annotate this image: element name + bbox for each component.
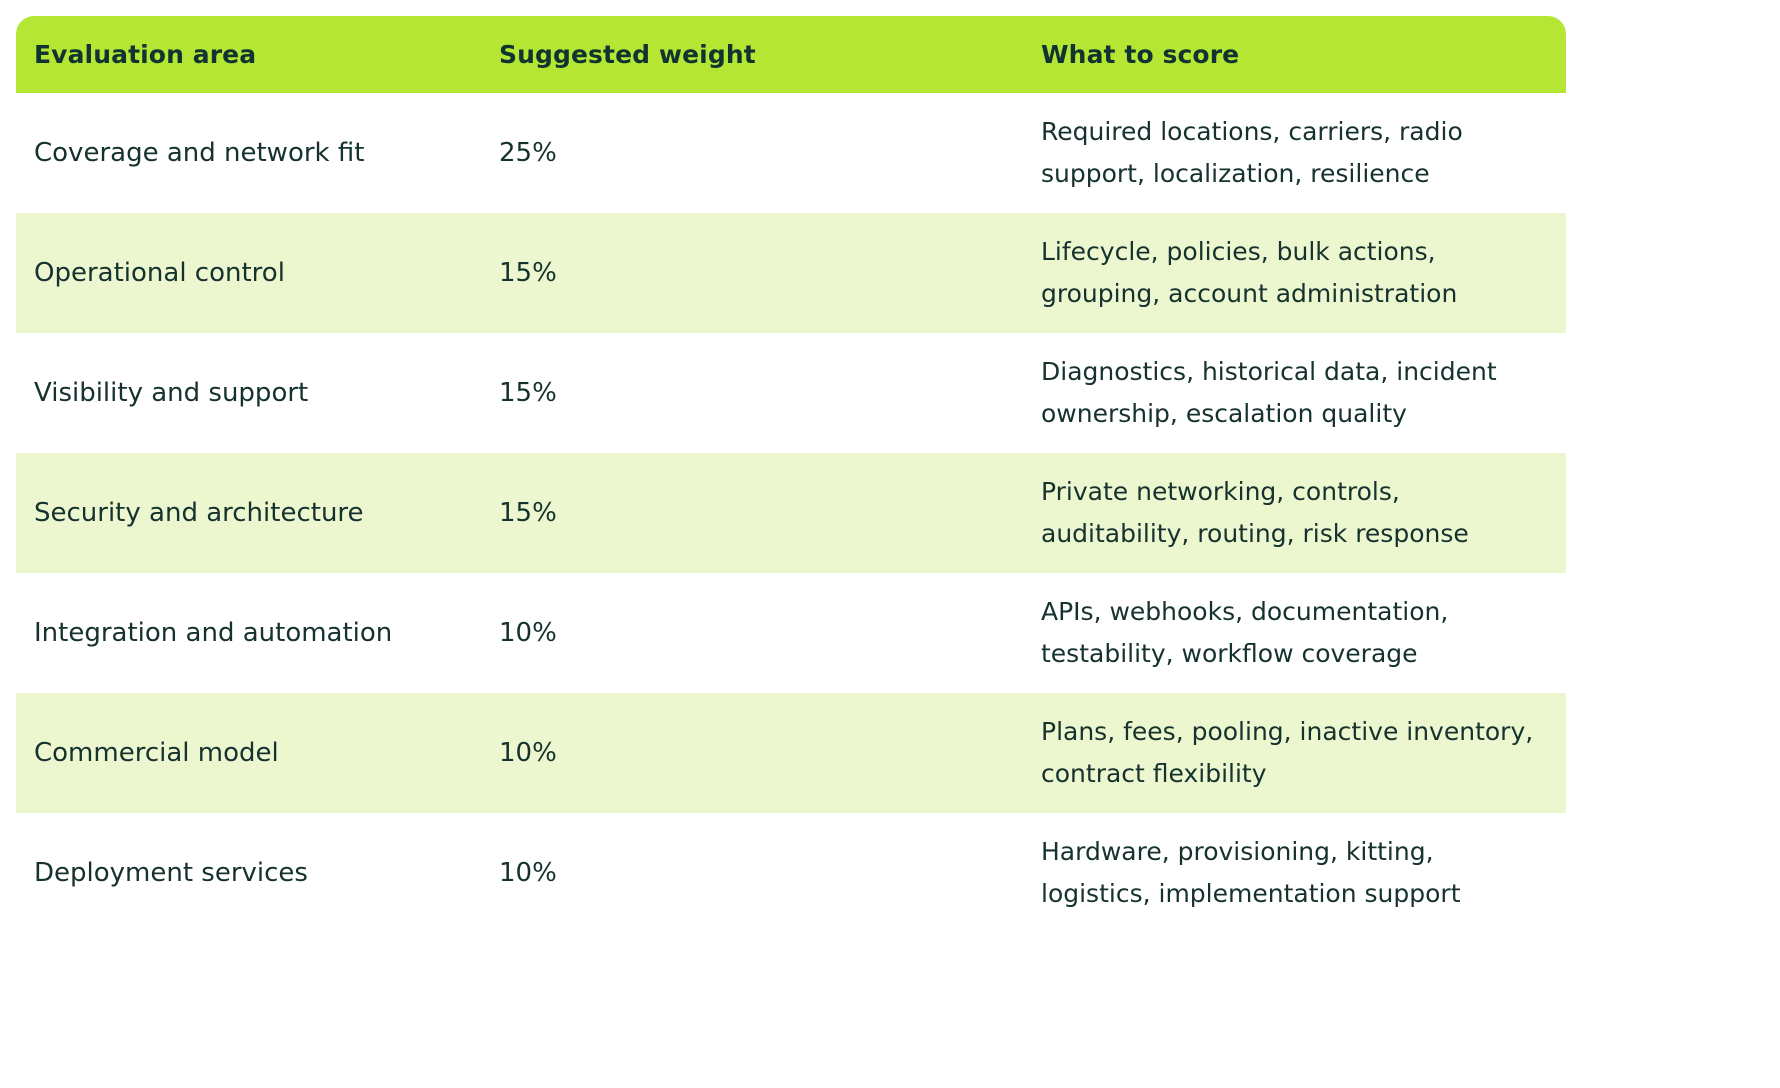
score-cell: Hardware, provisioning, kitting, logisti…	[1041, 837, 1461, 908]
weight-cell: 15%	[499, 378, 557, 408]
weight-cell: 25%	[499, 138, 557, 168]
header-suggested-weight: Suggested weight	[499, 40, 756, 69]
table-header: Evaluation area Suggested weight What to…	[16, 16, 1566, 93]
area-cell: Operational control	[34, 258, 285, 288]
score-cell: Lifecycle, policies, bulk actions, group…	[1041, 237, 1458, 308]
area-cell: Visibility and support	[34, 378, 309, 408]
weight-cell: 10%	[499, 858, 557, 888]
header-what-to-score: What to score	[1041, 40, 1240, 69]
area-cell: Deployment services	[34, 858, 308, 888]
score-cell: Required locations, carriers, radio supp…	[1041, 117, 1463, 188]
table-row: Coverage and network fit 25% Required lo…	[16, 93, 1566, 213]
weight-cell: 10%	[499, 618, 557, 648]
header-evaluation-area: Evaluation area	[34, 40, 257, 69]
table-row: Deployment services 10% Hardware, provis…	[16, 813, 1566, 933]
table-row: Integration and automation 10% APIs, web…	[16, 573, 1566, 693]
area-cell: Security and architecture	[34, 498, 364, 528]
evaluation-table: Evaluation area Suggested weight What to…	[16, 16, 1566, 933]
weight-cell: 10%	[499, 738, 557, 768]
area-cell: Integration and automation	[34, 618, 393, 648]
table-row: Operational control 15% Lifecycle, polic…	[16, 213, 1566, 333]
weight-cell: 15%	[499, 498, 557, 528]
score-cell: APIs, webhooks, documentation, testabili…	[1041, 597, 1449, 668]
score-cell: Private networking, controls, auditabili…	[1041, 477, 1469, 548]
weight-cell: 15%	[499, 258, 557, 288]
score-cell: Plans, fees, pooling, inactive inventory…	[1041, 717, 1534, 788]
table-row: Commercial model 10% Plans, fees, poolin…	[16, 693, 1566, 813]
table-row: Security and architecture 15% Private ne…	[16, 453, 1566, 573]
table-row: Visibility and support 15% Diagnostics, …	[16, 333, 1566, 453]
area-cell: Coverage and network fit	[34, 138, 365, 168]
area-cell: Commercial model	[34, 738, 279, 768]
score-cell: Diagnostics, historical data, incident o…	[1041, 357, 1497, 428]
